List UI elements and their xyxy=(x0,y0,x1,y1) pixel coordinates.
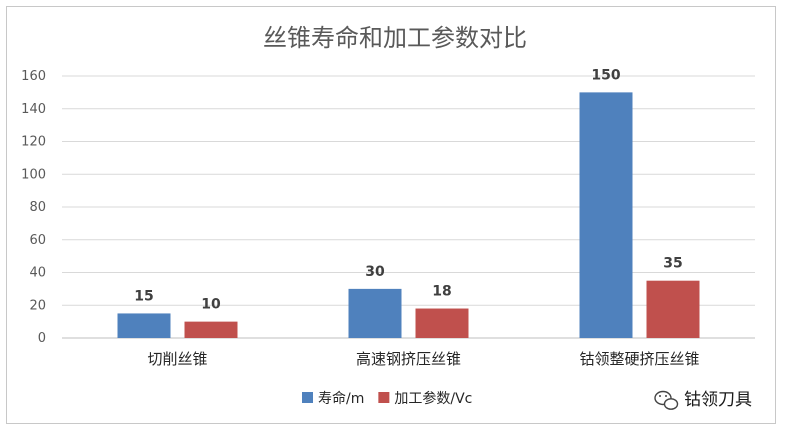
wechat-icon xyxy=(654,390,679,410)
category-labels: 切削丝锥 高速钢挤压丝锥 钴领整硬挤压丝锥 xyxy=(147,350,699,368)
bars xyxy=(117,92,700,338)
data-labels: 15 10 30 18 150 35 xyxy=(134,67,682,312)
legend-label: 寿命/m xyxy=(318,390,364,407)
legend-swatch xyxy=(378,392,390,403)
data-label: 18 xyxy=(432,284,451,300)
y-tick-label: 0 xyxy=(38,331,46,346)
bar xyxy=(646,280,700,338)
bar xyxy=(117,313,171,338)
category-label: 钴领整硬挤压丝锥 xyxy=(579,350,699,368)
y-tick-label: 40 xyxy=(29,266,46,281)
y-tick-label: 100 xyxy=(21,167,46,182)
y-axis-ticks: 0 20 40 60 80 100 120 140 160 xyxy=(21,69,46,346)
y-tick-label: 60 xyxy=(29,233,46,248)
y-tick-label: 80 xyxy=(29,200,46,215)
y-tick-label: 120 xyxy=(21,135,46,150)
legend-label: 加工参数/Vc xyxy=(394,390,472,407)
legend-swatch xyxy=(302,392,313,403)
data-label: 35 xyxy=(663,256,682,272)
data-label: 10 xyxy=(201,297,221,313)
y-tick-label: 160 xyxy=(21,69,46,84)
category-label: 切削丝锥 xyxy=(147,350,207,368)
data-label: 15 xyxy=(134,288,153,304)
bar xyxy=(184,321,238,338)
bar xyxy=(415,308,469,338)
gridlines xyxy=(62,75,755,339)
watermark: 钴领刀具 xyxy=(654,390,752,410)
y-tick-label: 140 xyxy=(21,102,46,117)
data-label: 150 xyxy=(591,67,620,83)
data-label: 30 xyxy=(365,264,385,280)
y-tick-label: 20 xyxy=(29,298,46,313)
chart-title: 丝锥寿命和加工参数对比 xyxy=(263,24,527,52)
bar xyxy=(579,92,633,338)
legend: 寿命/m 加工参数/Vc xyxy=(302,390,472,407)
watermark-text: 钴领刀具 xyxy=(684,390,752,410)
bar xyxy=(348,288,402,338)
category-label: 高速钢挤压丝锥 xyxy=(356,350,461,368)
